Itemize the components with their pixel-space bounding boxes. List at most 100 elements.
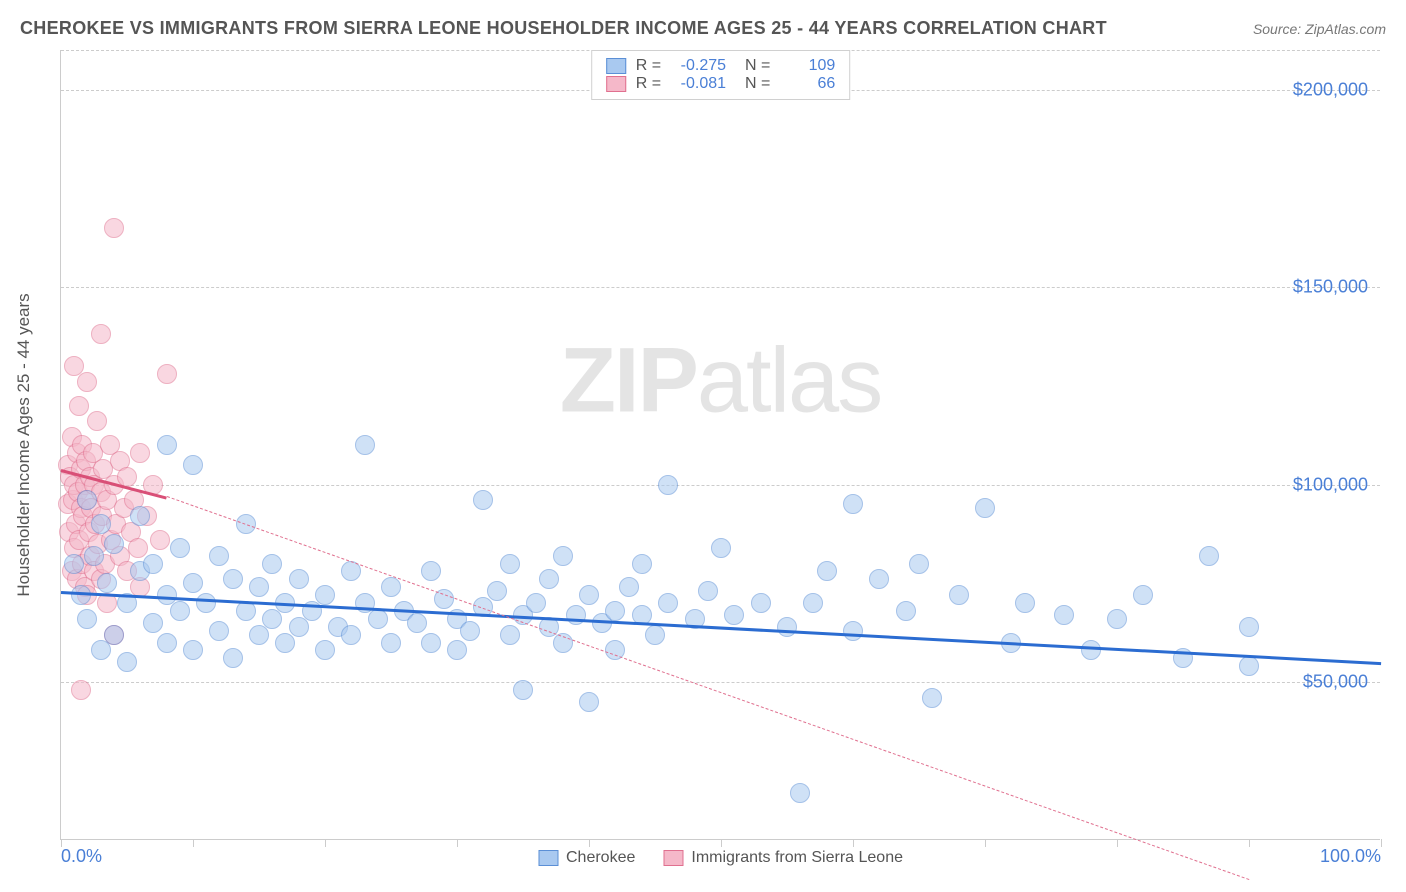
data-point-cherokee [143,554,163,574]
data-point-sierra-leone [104,218,124,238]
data-point-cherokee [1239,656,1259,676]
data-point-sierra-leone [128,538,148,558]
data-point-cherokee [157,633,177,653]
series-legend: Cherokee Immigrants from Sierra Leone [538,849,903,867]
data-point-cherokee [183,455,203,475]
data-point-cherokee [77,609,97,629]
data-point-sierra-leone [87,411,107,431]
data-point-cherokee [104,625,124,645]
data-point-cherokee [619,577,639,597]
data-point-cherokee [1199,546,1219,566]
data-point-cherokee [922,688,942,708]
data-point-cherokee [368,609,388,629]
data-point-cherokee [526,593,546,613]
y-tick-label: $150,000 [1293,277,1368,298]
data-point-cherokee [315,640,335,660]
data-point-cherokee [117,652,137,672]
x-tick [1117,839,1118,847]
data-point-cherokee [790,783,810,803]
data-point-cherokee [223,648,243,668]
r-value-sierra-leone: -0.081 [671,75,726,93]
data-point-cherokee [84,546,104,566]
legend-item-sierra-leone: Immigrants from Sierra Leone [663,849,903,867]
data-point-cherokee [315,585,335,605]
data-point-cherokee [1081,640,1101,660]
data-point-cherokee [803,593,823,613]
data-point-cherokee [751,593,771,613]
data-point-cherokee [104,534,124,554]
data-point-cherokee [157,435,177,455]
data-point-cherokee [513,680,533,700]
data-point-cherokee [658,475,678,495]
data-point-cherokee [91,640,111,660]
data-point-cherokee [421,633,441,653]
x-tick [193,839,194,847]
data-point-cherokee [460,621,480,641]
data-point-cherokee [843,494,863,514]
data-point-cherokee [381,577,401,597]
data-point-sierra-leone [91,324,111,344]
data-point-cherokee [605,601,625,621]
data-point-cherokee [500,625,520,645]
data-point-cherokee [949,585,969,605]
r-label: R = [636,57,661,75]
data-point-cherokee [249,625,269,645]
data-point-cherokee [777,617,797,637]
data-point-sierra-leone [157,364,177,384]
data-point-cherokee [1239,617,1259,637]
data-point-cherokee [698,581,718,601]
data-point-sierra-leone [150,530,170,550]
data-point-sierra-leone [71,680,91,700]
data-point-cherokee [553,546,573,566]
legend-row-sierra-leone: R = -0.081 N = 66 [606,75,836,93]
data-point-cherokee [473,490,493,510]
data-point-sierra-leone [77,372,97,392]
data-point-cherokee [249,577,269,597]
data-point-cherokee [64,554,84,574]
legend-row-cherokee: R = -0.275 N = 109 [606,57,836,75]
n-value-sierra-leone: 66 [780,75,835,93]
data-point-cherokee [289,569,309,589]
n-label: N = [736,75,770,93]
data-point-cherokee [579,585,599,605]
data-point-cherokee [632,554,652,574]
swatch-sierra-leone-icon [663,850,683,866]
data-point-cherokee [97,573,117,593]
data-point-cherokee [500,554,520,574]
x-tick [1381,839,1382,847]
x-tick [1249,839,1250,847]
data-point-cherokee [381,633,401,653]
data-point-cherokee [645,625,665,645]
y-axis-title: Householder Income Ages 25 - 44 years [14,293,34,596]
trend-line [166,496,1249,880]
data-point-cherokee [183,573,203,593]
data-point-cherokee [579,692,599,712]
gridline [61,485,1380,486]
swatch-cherokee [606,58,626,74]
x-tick [325,839,326,847]
x-tick-label: 0.0% [61,846,102,867]
swatch-sierra-leone [606,76,626,92]
data-point-cherokee [262,554,282,574]
x-tick-label: 100.0% [1320,846,1381,867]
gridline [61,287,1380,288]
data-point-cherokee [539,569,559,589]
data-point-cherokee [196,593,216,613]
swatch-cherokee-icon [538,850,558,866]
data-point-cherokee [355,435,375,455]
data-point-cherokee [1133,585,1153,605]
data-point-cherokee [77,490,97,510]
r-value-cherokee: -0.275 [671,57,726,75]
data-point-cherokee [909,554,929,574]
data-point-cherokee [223,569,243,589]
y-tick-label: $100,000 [1293,474,1368,495]
data-point-cherokee [711,538,731,558]
x-tick [457,839,458,847]
data-point-sierra-leone [130,443,150,463]
data-point-cherokee [407,613,427,633]
data-point-sierra-leone [69,396,89,416]
data-point-cherokee [275,633,295,653]
data-point-cherokee [843,621,863,641]
n-label: N = [736,57,770,75]
x-tick [985,839,986,847]
